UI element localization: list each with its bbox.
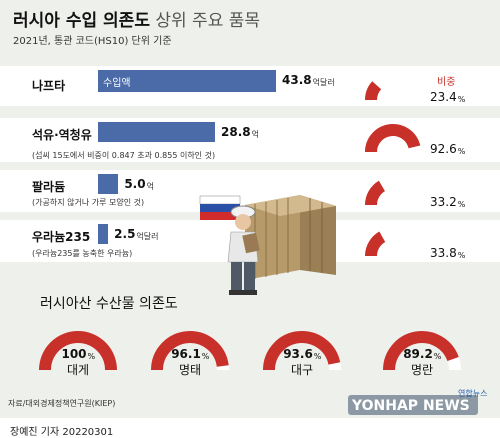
fish-section-title: 러시아산 수산물 의존도 (40, 296, 178, 312)
fish-pct-2: 96.1 (171, 347, 201, 361)
item-label-2: 석유·역청유 (32, 128, 92, 142)
fish-gauge-3-fill (263, 330, 341, 371)
item-label-4: 우라늄235 (32, 230, 91, 244)
worker-illustration (199, 195, 336, 295)
logo-strip (348, 395, 478, 415)
share-pct-sign-1: % (457, 95, 466, 104)
fish-pct-sign-1: % (87, 352, 96, 361)
worker (227, 205, 260, 295)
yonhap-logo-small: 연합뉴스 (458, 389, 488, 398)
value-3: 5.0 (124, 177, 146, 191)
bar-3 (98, 174, 119, 194)
item-label-1: 나프타 (32, 79, 66, 93)
share-pct-sign-2: % (457, 147, 466, 156)
share-gauge-3-fill (365, 180, 386, 206)
title-rest: 상위 주요 품목 (155, 11, 261, 31)
unit-4: 억달러 (136, 232, 159, 241)
fish-gauge-4-fill (383, 331, 459, 371)
fish-name-2: 명태 (178, 363, 202, 377)
share-gauge-2-fill (365, 124, 421, 153)
bar-series-label: 수입액 (103, 78, 131, 89)
fish-gauge-1 (39, 331, 117, 371)
fish-name-1: 대게 (66, 363, 90, 377)
decor-layer (39, 72, 478, 415)
item-note-3: (가공하지 않거나 가루 모양인 것) (32, 198, 145, 207)
fish-pct-4: 89.2 (403, 347, 433, 361)
yonhap-logo: YONHAP NEWS (352, 398, 470, 414)
title-bold: 러시아 수입 의존도 (13, 11, 150, 31)
item-note-2: (섭씨 15도에서 비중이 0.847 초과 0.855 이하인 것) (32, 151, 216, 160)
fish-pct-sign-2: % (201, 352, 210, 361)
unit-3: 억 (146, 182, 154, 191)
share-gauge-4 (365, 228, 421, 257)
fish-gauge-1-fill (39, 331, 117, 371)
item-note-4: (우라늄235를 농축한 우라늄) (32, 249, 133, 258)
infographic-card: 러시아 수입 의존도 상위 주요 품목 2021년, 통관 코드(HS10) 단… (0, 0, 500, 418)
share-pct-sign-3: % (457, 200, 466, 209)
fish-pct-1: 100 (61, 347, 87, 361)
bar-1 (98, 70, 276, 92)
share-heading: 비중 (437, 77, 456, 88)
unit-1: 억달러 (312, 78, 335, 87)
unit-2: 억 (251, 130, 260, 139)
source-note: 자료/대외경제정책연구원(KIEP) (8, 399, 116, 408)
bar-2 (98, 122, 216, 142)
share-gauge-4-fill (365, 231, 386, 257)
value-4: 2.5 (114, 227, 136, 241)
share-pct-2: 92.6 (430, 142, 457, 156)
share-pct-3: 33.2 (430, 195, 457, 209)
value-2: 28.8 (221, 125, 251, 139)
share-gauge-2 (365, 124, 421, 153)
share-pct-4: 33.8 (430, 246, 457, 260)
fish-gauge-2-fill (151, 331, 229, 371)
fish-pct-3: 93.6 (283, 347, 313, 361)
fish-pct-sign-3: % (313, 352, 322, 361)
fish-name-4: 명란 (410, 363, 434, 377)
share-pct-sign-4: % (457, 251, 466, 260)
item-label-3: 팔라듐 (32, 180, 66, 194)
share-gauge-1 (365, 72, 421, 101)
fish-pct-sign-4: % (433, 352, 442, 361)
share-pct-1: 23.4 (430, 90, 457, 104)
chart-title: 러시아 수입 의존도 상위 주요 품목 (13, 6, 260, 31)
bar-4 (98, 224, 109, 244)
fish-gauge-4 (383, 331, 461, 371)
cargo-crate (245, 195, 336, 280)
value-1: 43.8 (282, 73, 312, 87)
russian-flag (199, 195, 241, 220)
chart-subtitle: 2021년, 통관 코드(HS10) 단위 기준 (13, 36, 172, 47)
share-gauge-1-fill (365, 81, 382, 101)
fish-gauge-2 (151, 331, 229, 371)
fish-name-3: 대구 (290, 363, 314, 377)
fish-gauge-3 (263, 330, 341, 371)
share-gauge-3 (365, 177, 421, 206)
byline: 장예진 기자 20220301 (10, 427, 114, 438)
